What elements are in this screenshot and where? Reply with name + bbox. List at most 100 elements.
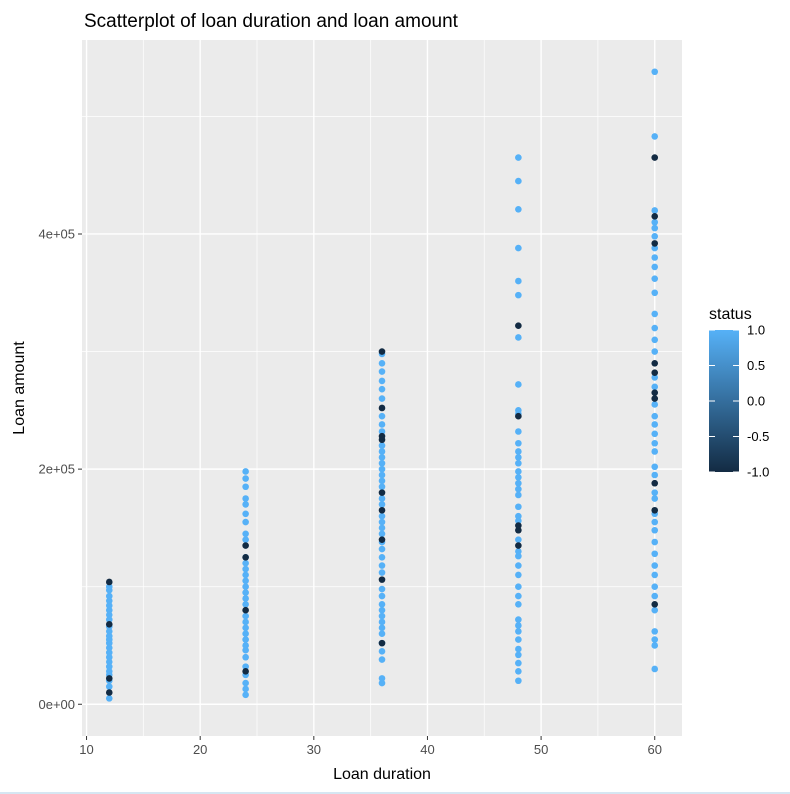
bottom-border bbox=[0, 792, 790, 794]
y-tick-label: 2e+05 bbox=[38, 462, 75, 477]
data-point bbox=[515, 244, 522, 252]
data-point bbox=[515, 177, 522, 185]
data-point bbox=[378, 404, 386, 412]
data-point bbox=[105, 663, 113, 670]
legend-tick-label: -1.0 bbox=[747, 465, 769, 480]
data-point bbox=[515, 512, 522, 520]
data-point bbox=[378, 377, 386, 385]
data-point bbox=[651, 207, 659, 214]
data-point bbox=[242, 685, 249, 693]
data-point bbox=[515, 548, 522, 555]
data-point bbox=[651, 218, 659, 226]
data-point bbox=[515, 651, 522, 659]
data-point bbox=[105, 632, 113, 640]
data-point bbox=[242, 595, 249, 602]
data-point bbox=[515, 407, 522, 414]
data-point bbox=[651, 601, 659, 608]
data-point bbox=[242, 565, 249, 573]
legend-tick-label: 0.0 bbox=[747, 394, 765, 409]
data-point bbox=[515, 526, 522, 534]
data-point bbox=[378, 360, 386, 367]
data-point bbox=[651, 213, 659, 220]
data-point bbox=[242, 624, 249, 632]
data-point bbox=[378, 432, 386, 440]
x-tick-label: 20 bbox=[193, 742, 207, 757]
data-point bbox=[242, 663, 249, 670]
data-point bbox=[651, 642, 659, 649]
data-point bbox=[651, 133, 659, 140]
x-tick-label: 50 bbox=[534, 742, 548, 757]
legend-title: status bbox=[709, 306, 752, 323]
data-point bbox=[242, 483, 249, 491]
data-point bbox=[242, 495, 249, 502]
data-point bbox=[515, 491, 522, 499]
data-point bbox=[651, 479, 659, 487]
data-point bbox=[651, 401, 659, 408]
data-point bbox=[242, 530, 249, 538]
y-axis-ticks: 0e+00 2e+05 4e+05 bbox=[38, 226, 82, 712]
data-point bbox=[242, 653, 249, 661]
data-point bbox=[105, 611, 113, 619]
data-point bbox=[515, 428, 522, 435]
data-point bbox=[242, 501, 249, 508]
x-tick-label: 40 bbox=[420, 742, 434, 757]
data-point bbox=[378, 412, 386, 420]
data-point bbox=[105, 658, 113, 666]
data-point bbox=[105, 668, 113, 675]
data-point bbox=[105, 653, 113, 661]
data-point bbox=[378, 630, 386, 638]
data-point bbox=[515, 517, 522, 525]
data-point bbox=[651, 244, 659, 252]
data-point bbox=[515, 622, 522, 629]
data-point bbox=[242, 518, 249, 526]
data-point bbox=[515, 454, 522, 461]
data-point bbox=[242, 646, 249, 654]
data-point bbox=[378, 421, 386, 428]
data-point bbox=[651, 636, 659, 643]
data-point bbox=[515, 668, 522, 675]
x-axis-title: Loan duration bbox=[333, 766, 431, 783]
data-point bbox=[515, 592, 522, 600]
data-point bbox=[651, 383, 659, 391]
data-point bbox=[242, 668, 249, 675]
data-point bbox=[515, 522, 522, 529]
data-point bbox=[651, 275, 659, 282]
y-axis-title: Loan amount bbox=[11, 341, 28, 435]
data-point bbox=[105, 644, 113, 652]
data-point bbox=[515, 291, 522, 299]
data-point bbox=[378, 536, 386, 543]
data-point bbox=[378, 348, 386, 355]
data-point bbox=[651, 471, 659, 479]
data-point bbox=[515, 439, 522, 447]
data-point bbox=[378, 639, 386, 647]
data-point bbox=[105, 606, 113, 614]
data-point bbox=[651, 224, 659, 232]
data-point bbox=[378, 656, 386, 663]
data-point bbox=[651, 439, 659, 447]
data-point bbox=[515, 601, 522, 608]
data-point bbox=[515, 552, 522, 560]
data-point bbox=[651, 360, 659, 367]
data-point bbox=[242, 510, 249, 518]
data-point bbox=[242, 642, 249, 649]
data-point bbox=[242, 618, 249, 626]
data-point bbox=[242, 691, 249, 699]
data-point bbox=[651, 538, 659, 546]
data-point bbox=[242, 606, 249, 614]
data-point bbox=[515, 154, 522, 161]
data-point bbox=[378, 585, 386, 593]
data-point bbox=[651, 448, 659, 455]
data-point bbox=[242, 601, 249, 608]
data-point bbox=[651, 421, 659, 428]
x-tick-label: 10 bbox=[79, 742, 93, 757]
data-point bbox=[242, 553, 249, 561]
x-tick-label: 60 bbox=[647, 742, 661, 757]
data-point bbox=[651, 289, 659, 297]
data-point bbox=[515, 277, 522, 285]
data-point bbox=[242, 630, 249, 638]
data-point bbox=[515, 412, 522, 420]
data-point bbox=[378, 459, 386, 467]
data-point bbox=[378, 530, 386, 538]
data-point bbox=[651, 310, 659, 318]
data-point bbox=[242, 612, 249, 620]
